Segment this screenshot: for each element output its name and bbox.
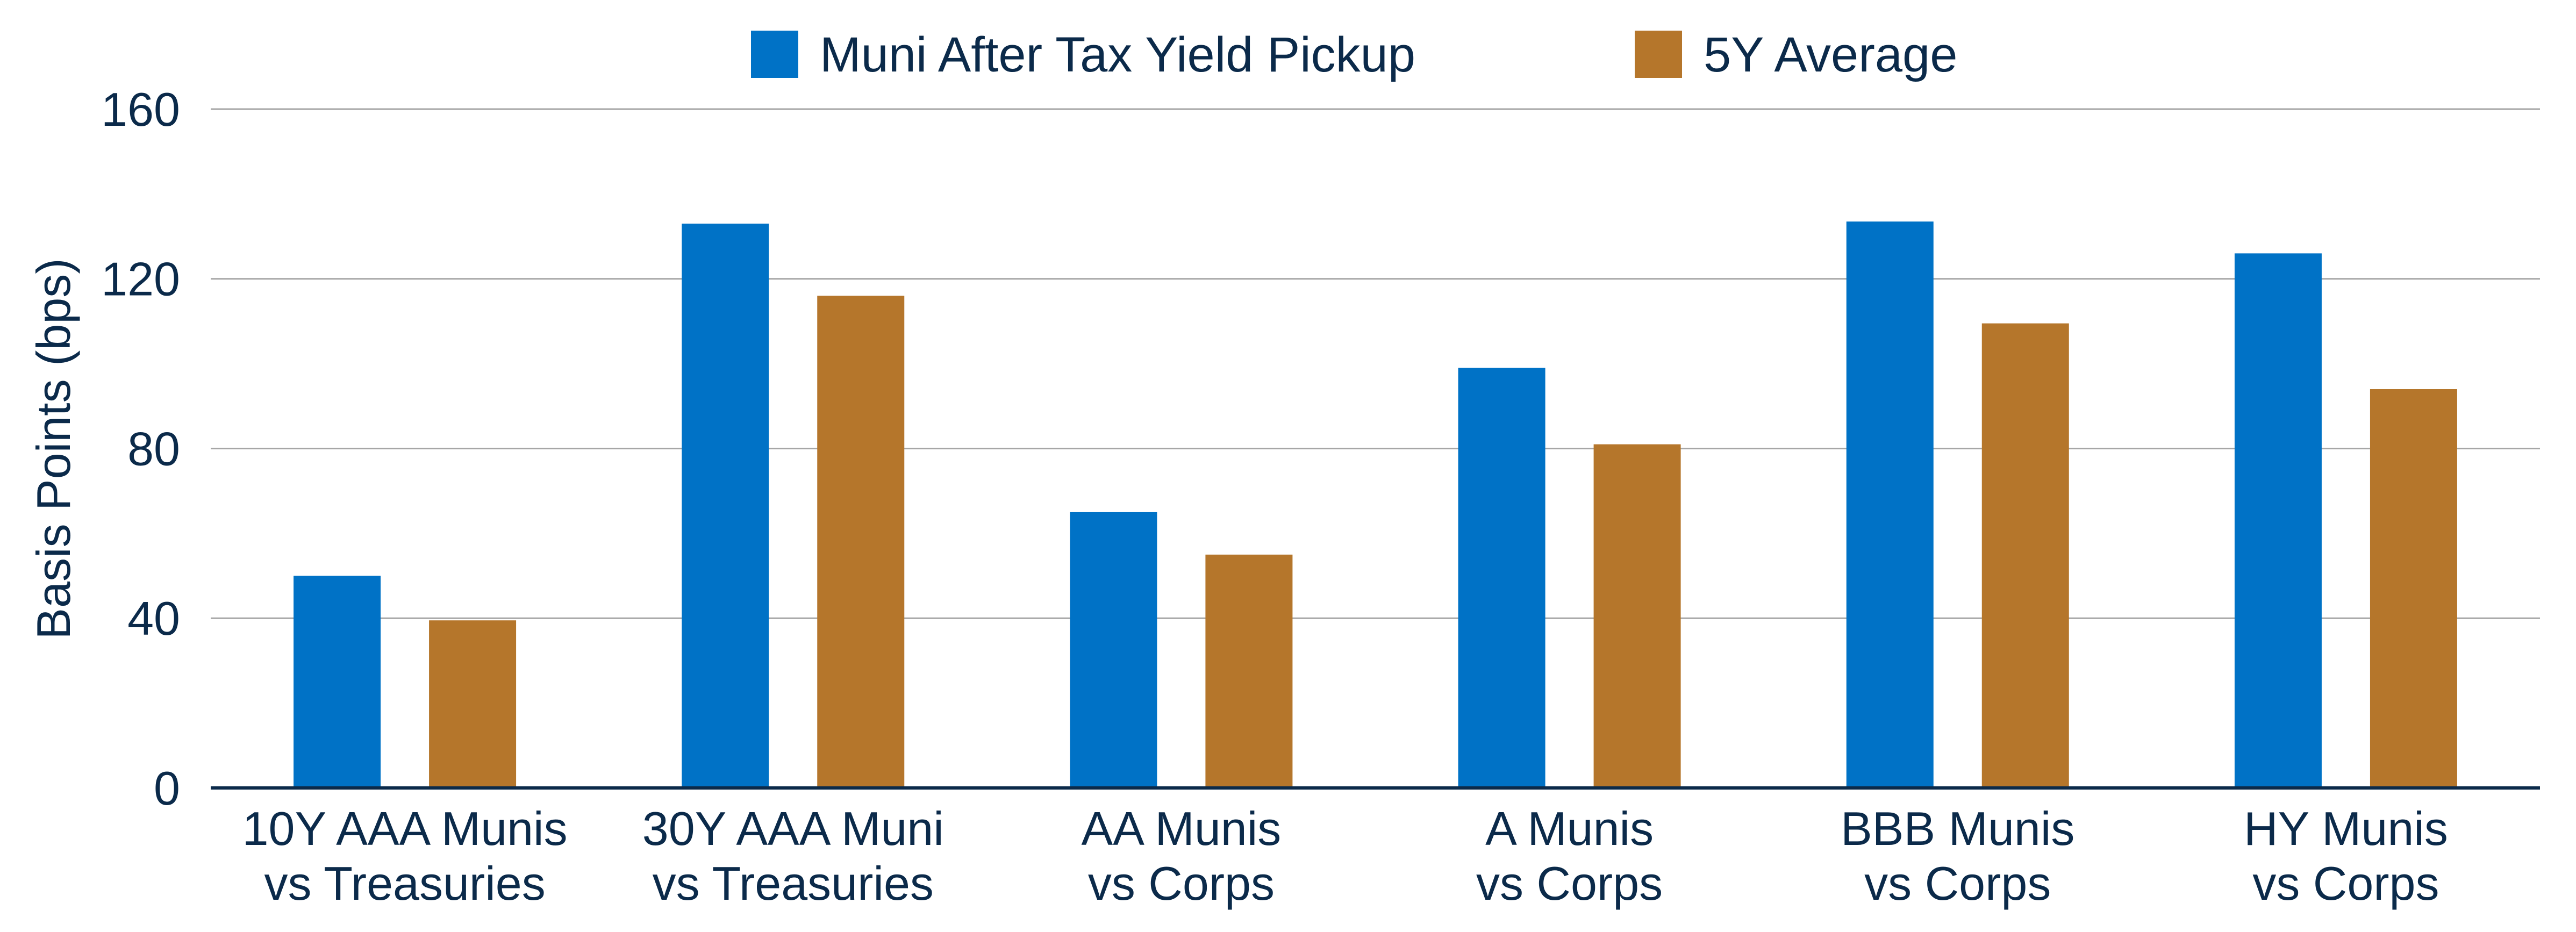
x-tick-label-line: 30Y AAA Muni [642, 802, 944, 855]
x-tick-label-line: vs Corps [1864, 857, 2051, 910]
legend-swatch [751, 31, 798, 78]
x-tick-label-line: vs Treasuries [653, 857, 934, 910]
gridlines [211, 108, 2540, 619]
x-tick-label: BBB Munis vs Corps [1841, 802, 2074, 910]
bar-muni-after-tax-yield-pickup [1070, 512, 1157, 788]
x-tick-label: AA Munis vs Corps [1082, 802, 1282, 910]
bars [294, 221, 2457, 788]
x-tick-label-line: vs Corps [1476, 857, 1663, 910]
bar-muni-after-tax-yield-pickup [2234, 253, 2322, 788]
x-tick-label: 30Y AAA Muni vs Treasuries [642, 802, 944, 910]
bar-muni-after-tax-yield-pickup [1846, 221, 1934, 788]
legend-swatch [1635, 31, 1682, 78]
bar-muni-after-tax-yield-pickup [682, 224, 769, 788]
legend: Muni After Tax Yield Pickup 5Y Average [751, 27, 1957, 82]
bar-5y-average [429, 620, 517, 788]
bar-5y-average [817, 296, 905, 788]
y-tick-label: 40 [127, 592, 180, 645]
y-axis-label: Basis Points (bps) [27, 258, 80, 639]
bar-muni-after-tax-yield-pickup [1458, 368, 1545, 788]
x-tick-label: HY Munis vs Corps [2244, 802, 2448, 910]
bar-5y-average [1205, 554, 1293, 788]
x-tick-label-line: vs Corps [1088, 857, 1275, 910]
y-tick-label: 0 [154, 762, 180, 815]
x-tick-label-line: vs Treasuries [264, 857, 545, 910]
x-tick-label-line: 10Y AAA Munis [242, 802, 568, 855]
legend-label: Muni After Tax Yield Pickup [820, 27, 1415, 82]
bar-5y-average [2370, 389, 2457, 788]
y-axis-ticks: 0 40 80 120 160 [101, 83, 180, 815]
bar-muni-after-tax-yield-pickup [294, 576, 381, 788]
y-tick-label: 120 [101, 253, 180, 306]
y-tick-label: 160 [101, 83, 180, 136]
x-tick-label-line: A Munis [1485, 802, 1654, 855]
y-tick-label: 80 [127, 422, 180, 475]
x-tick-label-line: HY Munis [2244, 802, 2448, 855]
bar-5y-average [1593, 444, 1681, 788]
x-tick-label: A Munis vs Corps [1476, 802, 1663, 910]
x-tick-label: 10Y AAA Munis vs Treasuries [242, 802, 568, 910]
bar-5y-average [1981, 323, 2069, 788]
x-tick-label-line: BBB Munis [1841, 802, 2074, 855]
x-tick-label-line: AA Munis [1082, 802, 1282, 855]
x-tick-label-line: vs Corps [2252, 857, 2439, 910]
legend-label: 5Y Average [1704, 27, 1957, 82]
